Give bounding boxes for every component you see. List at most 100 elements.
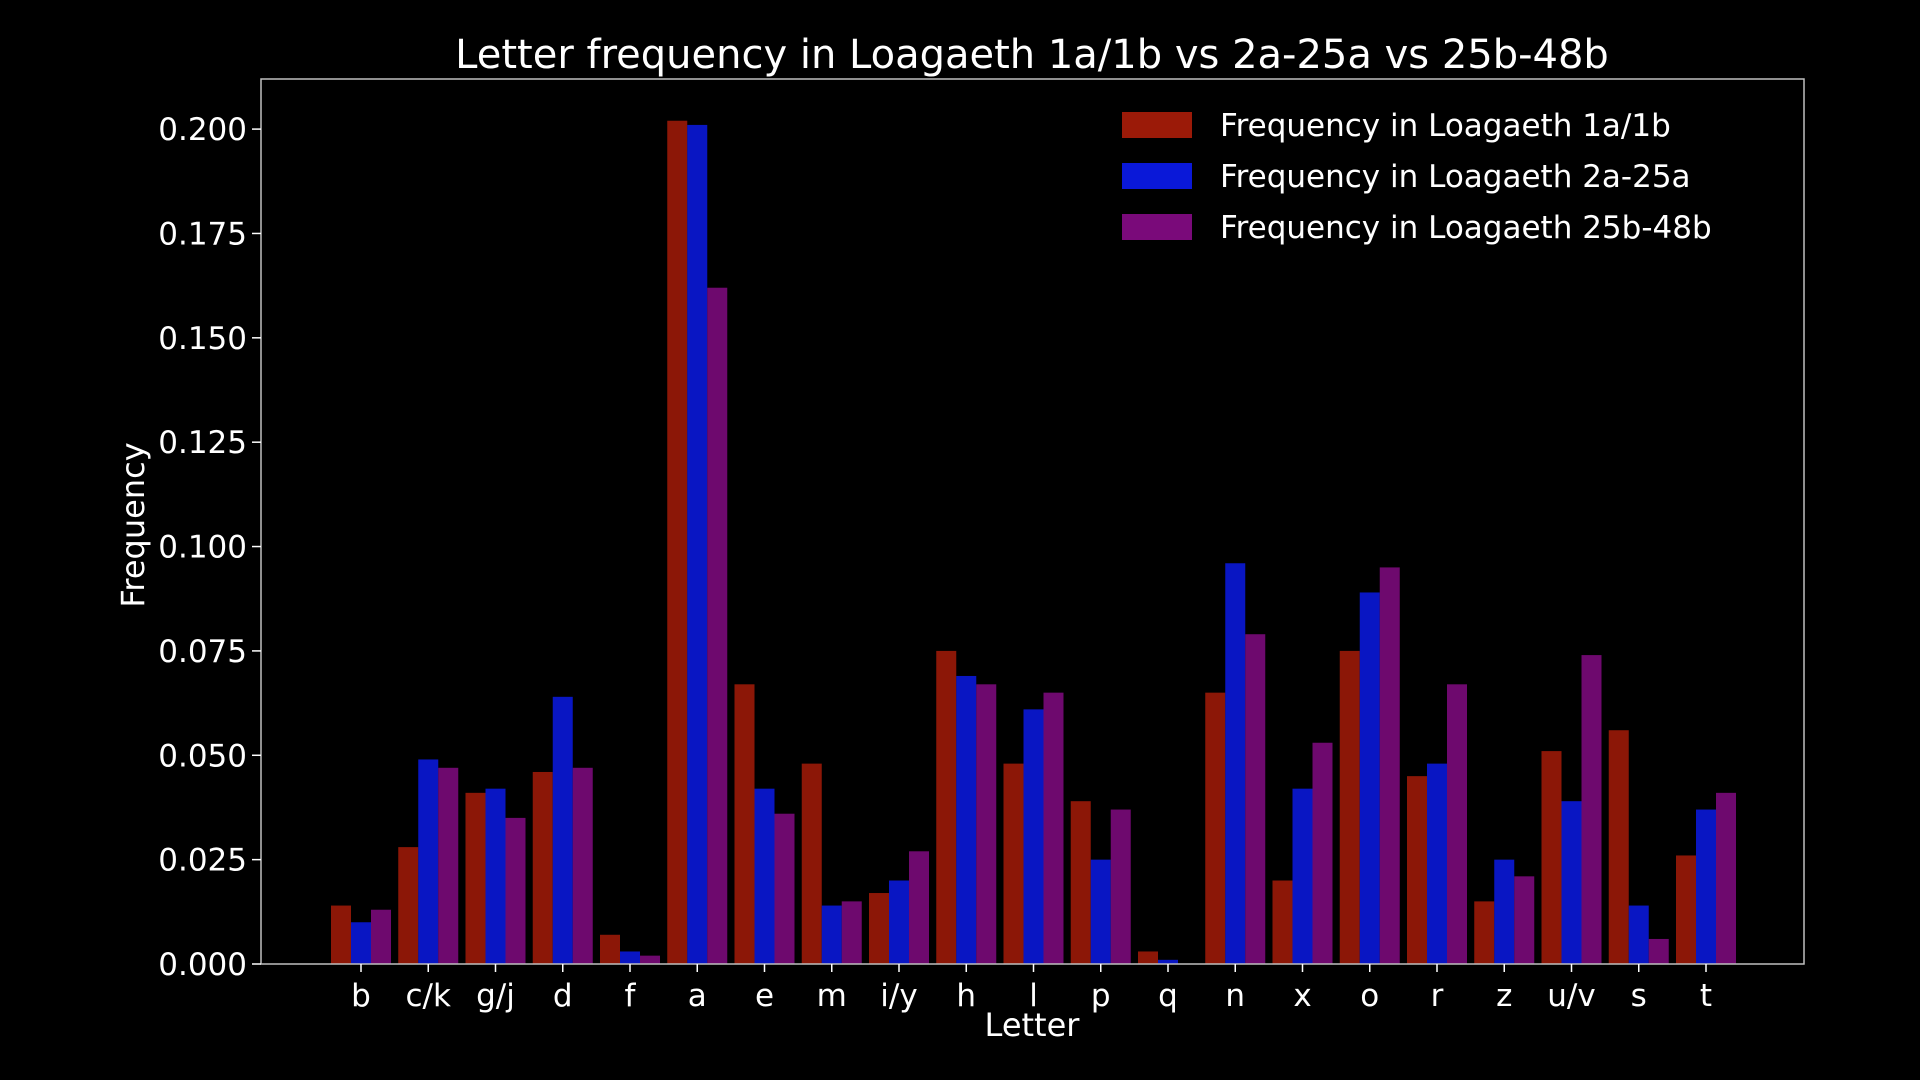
chart-title: Letter frequency in Loagaeth 1a/1b vs 2a… [455, 32, 1609, 78]
bar-a-series-3 [707, 287, 728, 964]
bar-u-v-series-1 [1541, 751, 1562, 964]
bar-a-series-1 [667, 120, 688, 964]
bar-i-y-series-2 [889, 880, 909, 964]
bar-n-series-3 [1245, 634, 1266, 964]
x-tick-label: h [956, 978, 976, 1014]
legend-swatch-series-3 [1122, 214, 1192, 240]
x-tick-label: l [1029, 978, 1038, 1014]
x-tick-label: u/v [1547, 978, 1595, 1014]
x-tick-label: d [553, 978, 573, 1014]
bar-e-series-3 [774, 813, 795, 964]
legend: Frequency in Loagaeth 1a/1b Frequency in … [1122, 108, 1712, 246]
bars-layer [331, 120, 1736, 965]
bar-b-series-2 [351, 922, 371, 964]
bar-i-y-series-3 [909, 851, 929, 964]
x-tick-label: m [817, 978, 847, 1014]
y-tick-label: 0.075 [158, 634, 247, 670]
x-axis-label: Letter [985, 1006, 1081, 1044]
bar-d-series-2 [552, 696, 573, 964]
bar-t-series-2 [1696, 809, 1716, 964]
legend-label-series-1: Frequency in Loagaeth 1a/1b [1220, 108, 1671, 144]
bar-u-v-series-2 [1561, 801, 1582, 964]
bar-x-series-3 [1312, 742, 1333, 964]
bar-q-series-2 [1158, 959, 1178, 964]
plot-frame [260, 78, 1805, 965]
bar-z-series-2 [1494, 859, 1515, 964]
bar-h-series-3 [976, 684, 997, 964]
bar-x-series-1 [1272, 880, 1293, 964]
bar-r-series-2 [1427, 763, 1447, 964]
legend-swatch-series-1 [1122, 112, 1192, 138]
bar-b-series-3 [371, 909, 391, 964]
x-tick-label: a [688, 978, 707, 1014]
bar-p-series-3 [1110, 809, 1131, 964]
x-tick-label: c/k [406, 978, 451, 1014]
y-tick-label: 0.200 [158, 112, 247, 148]
bar-o-series-2 [1359, 592, 1380, 964]
bar-m-series-3 [841, 901, 862, 964]
bar-g-j-series-3 [505, 817, 526, 964]
bar-f-series-1 [600, 934, 620, 964]
bar-h-series-2 [956, 675, 977, 964]
bar-s-series-3 [1648, 938, 1669, 964]
y-tick-label: 0.025 [158, 843, 247, 879]
bar-s-series-1 [1608, 730, 1629, 964]
bar-m-series-1 [801, 763, 822, 964]
bar-c-k-series-2 [418, 759, 439, 964]
x-tick-label: t [1700, 978, 1712, 1014]
y-tick-label: 0.125 [158, 425, 247, 461]
bar-l-series-3 [1043, 692, 1064, 964]
bar-n-series-1 [1205, 692, 1226, 964]
bar-a-series-2 [687, 124, 708, 965]
y-tick-label: 0.050 [158, 738, 247, 774]
x-tick-label: e [755, 978, 774, 1014]
bar-x-series-2 [1292, 788, 1313, 964]
x-tick-label: i/y [880, 978, 917, 1014]
bar-q-series-1 [1138, 951, 1158, 964]
bar-o-series-3 [1379, 567, 1400, 964]
bar-m-series-2 [821, 905, 842, 964]
bar-t-series-1 [1676, 855, 1696, 964]
x-tick-label: z [1496, 978, 1512, 1014]
bar-f-series-3 [640, 955, 660, 964]
x-tick-label: g/j [476, 978, 515, 1014]
bar-g-j-series-1 [465, 792, 486, 964]
bar-l-series-1 [1003, 763, 1024, 964]
bar-n-series-2 [1225, 563, 1246, 964]
x-tick-label: f [625, 978, 637, 1014]
bar-s-series-2 [1628, 905, 1649, 964]
y-tick-label: 0.000 [158, 947, 247, 983]
bar-c-k-series-3 [438, 767, 459, 964]
legend-label-series-2: Frequency in Loagaeth 2a-25a [1220, 159, 1691, 195]
bar-r-series-1 [1407, 776, 1427, 964]
x-tick-label: r [1431, 978, 1444, 1014]
axes-layer: 0.000 0.025 0.050 0.075 0.100 0.125 0.150 0.175… [158, 78, 1805, 1014]
bar-e-series-1 [734, 684, 755, 964]
x-tick-label: x [1293, 978, 1311, 1014]
bar-u-v-series-3 [1581, 655, 1602, 964]
x-tick-label: b [351, 978, 371, 1014]
bar-p-series-1 [1070, 801, 1091, 964]
bar-c-k-series-1 [398, 847, 419, 964]
bar-d-series-1 [532, 771, 553, 964]
bar-o-series-1 [1339, 650, 1360, 964]
bar-t-series-3 [1716, 792, 1736, 964]
y-tick-label: 0.175 [158, 216, 247, 252]
bar-z-series-3 [1514, 876, 1535, 964]
x-tick-label: n [1225, 978, 1245, 1014]
bar-z-series-1 [1474, 901, 1495, 964]
bar-b-series-1 [331, 905, 351, 964]
bar-r-series-3 [1447, 684, 1467, 964]
y-axis-label: Frequency [114, 442, 152, 607]
y-tick-label: 0.150 [158, 321, 247, 357]
y-tick-label: 0.100 [158, 530, 247, 566]
legend-label-series-3: Frequency in Loagaeth 25b-48b [1220, 210, 1712, 246]
bar-l-series-2 [1023, 709, 1044, 964]
bar-d-series-3 [572, 767, 593, 964]
bar-g-j-series-2 [485, 788, 506, 964]
x-tick-label: q [1158, 978, 1178, 1014]
legend-swatch-series-2 [1122, 163, 1192, 189]
bar-p-series-2 [1090, 859, 1111, 964]
